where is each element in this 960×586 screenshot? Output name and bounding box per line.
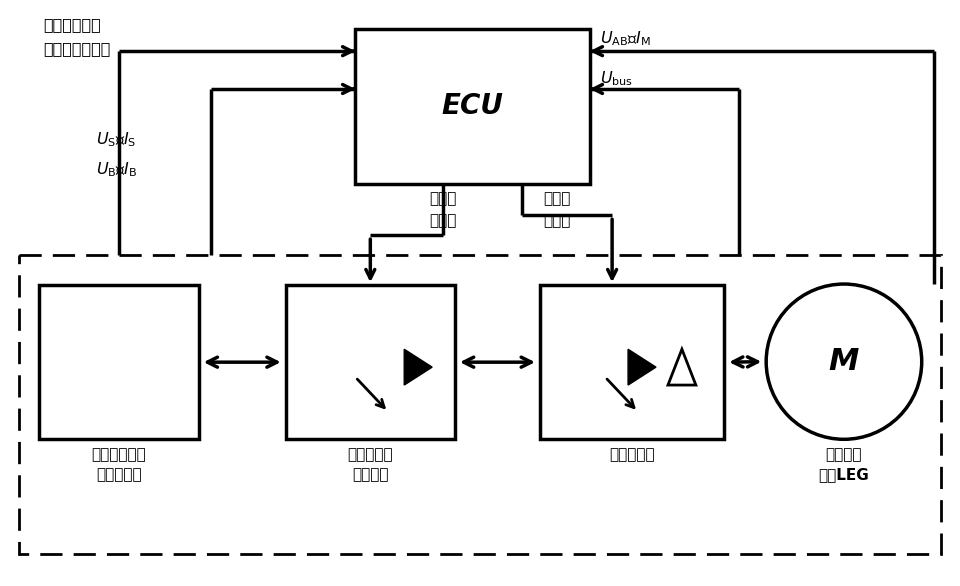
Text: $U_{\rm AB}$、$I_{\rm M}$: $U_{\rm AB}$、$I_{\rm M}$ bbox=[600, 29, 651, 48]
Bar bbox=[355, 29, 589, 183]
Text: $U_{\rm B}$、$I_{\rm B}$: $U_{\rm B}$、$I_{\rm B}$ bbox=[96, 161, 137, 179]
Circle shape bbox=[766, 284, 922, 440]
Text: ECU: ECU bbox=[442, 93, 503, 120]
Text: $U_{\rm bus}$: $U_{\rm bus}$ bbox=[600, 69, 633, 88]
Bar bbox=[540, 285, 724, 440]
Text: 率变换器: 率变换器 bbox=[352, 467, 389, 482]
Polygon shape bbox=[404, 349, 432, 385]
Text: 的供电电源: 的供电电源 bbox=[96, 467, 142, 482]
Bar bbox=[39, 285, 199, 440]
Text: 开关控: 开关控 bbox=[543, 192, 571, 206]
Text: $U_{\rm S}$、$I_{\rm S}$: $U_{\rm S}$、$I_{\rm S}$ bbox=[96, 131, 136, 149]
Text: 过压、过流、: 过压、过流、 bbox=[43, 18, 101, 32]
Polygon shape bbox=[628, 349, 656, 385]
Text: 过温等监测信号: 过温等监测信号 bbox=[43, 41, 110, 56]
Text: M: M bbox=[828, 347, 859, 376]
Text: 制信号: 制信号 bbox=[543, 213, 571, 229]
Text: 制信号: 制信号 bbox=[429, 213, 456, 229]
Text: 直线直流: 直线直流 bbox=[826, 447, 862, 462]
Text: 双向直流功: 双向直流功 bbox=[348, 447, 394, 462]
Bar bbox=[285, 285, 455, 440]
Text: 开关控: 开关控 bbox=[429, 192, 456, 206]
Text: 电机LEG: 电机LEG bbox=[819, 467, 870, 482]
Bar bbox=[19, 255, 941, 554]
Text: 可串并联切换: 可串并联切换 bbox=[91, 447, 147, 462]
Text: 桥式逆变器: 桥式逆变器 bbox=[610, 447, 655, 462]
